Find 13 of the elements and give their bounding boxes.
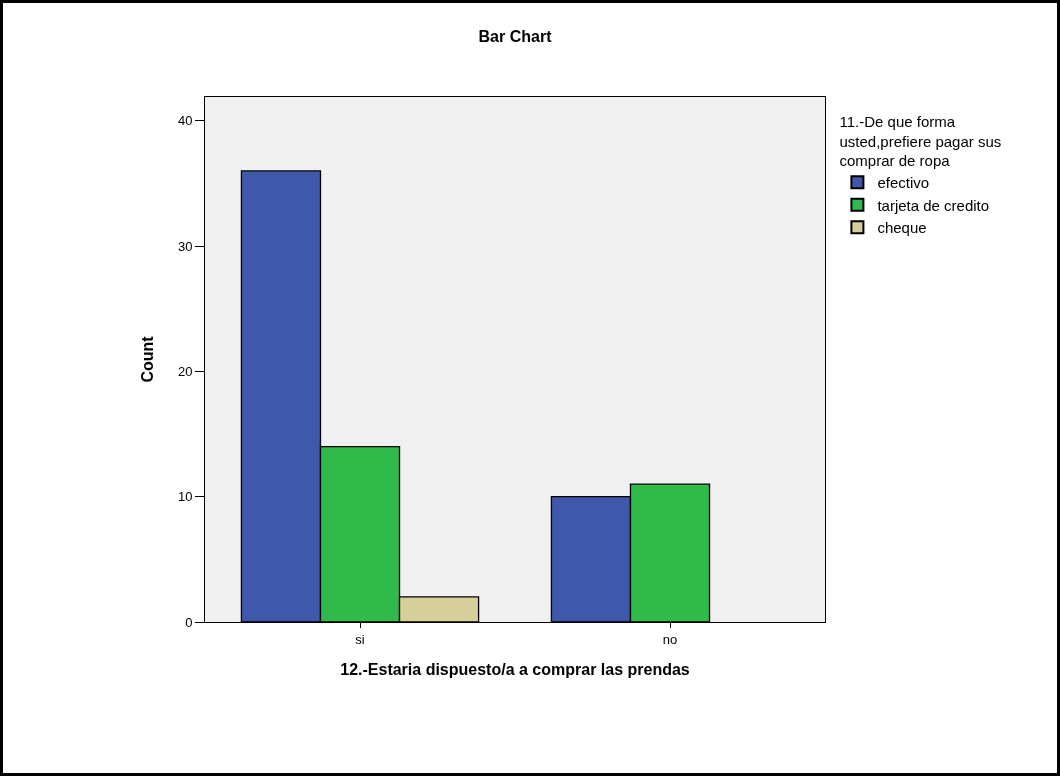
legend-label: efectivo xyxy=(877,174,930,192)
y-axis-title: Count xyxy=(138,335,156,383)
legend-label: cheque xyxy=(877,219,927,237)
y-tick-label: 10 xyxy=(177,489,193,505)
y-tick-label: 30 xyxy=(177,238,193,254)
x-tick-label: no xyxy=(662,631,678,647)
y-tick-label: 40 xyxy=(177,113,193,129)
y-tick-label: 0 xyxy=(185,614,193,630)
x-axis-title: 12.-Estaria dispuesto/a a comprar las prendas xyxy=(340,661,690,679)
y-tick-label: 20 xyxy=(177,363,193,379)
chart-title: Bar Chart xyxy=(478,27,553,45)
x-tick-label: si xyxy=(355,631,365,647)
legend-label: tarjeta de credito xyxy=(877,196,990,214)
